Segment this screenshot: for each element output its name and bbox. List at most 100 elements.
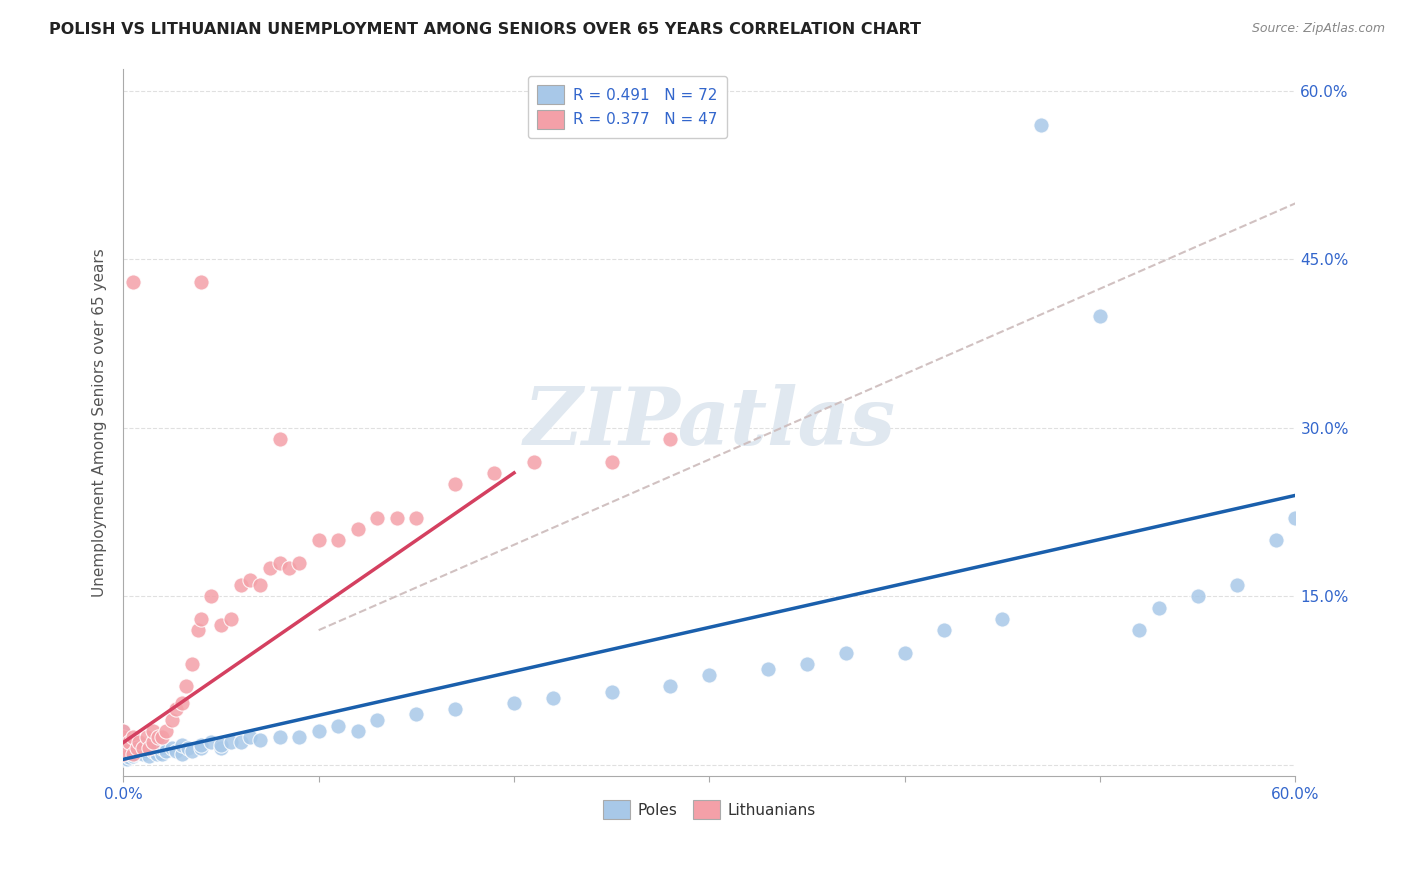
Point (148, 730, 170, 744)
Point (659, 679, 682, 693)
Point (209, 741, 232, 756)
Point (288, 556, 311, 570)
Point (142, 744, 165, 758)
Point (932, 623, 955, 637)
Point (484, 466, 506, 480)
Point (756, 663, 779, 677)
Point (190, 741, 212, 756)
Point (112, 744, 135, 758)
Point (1187, 590, 1209, 604)
Point (239, 573, 262, 587)
Point (165, 744, 187, 758)
Point (138, 741, 160, 756)
Point (122, 747, 145, 761)
Point (328, 533, 350, 548)
Point (132, 741, 155, 756)
Point (122, 744, 145, 758)
Point (112, 741, 135, 756)
Point (991, 612, 1014, 626)
Text: Source: ZipAtlas.com: Source: ZipAtlas.com (1251, 22, 1385, 36)
Point (308, 724, 330, 739)
Point (229, 735, 252, 749)
Point (366, 511, 388, 525)
Point (155, 724, 177, 739)
Point (112, 724, 135, 739)
Point (112, 724, 135, 739)
Point (346, 522, 368, 536)
Point (796, 657, 818, 671)
Point (122, 730, 145, 744)
Point (328, 718, 350, 732)
Point (112, 747, 135, 761)
Point (118, 750, 141, 764)
Point (278, 561, 301, 575)
Point (115, 744, 138, 758)
Point (128, 744, 150, 758)
Point (138, 748, 160, 763)
Point (366, 713, 388, 727)
Point (118, 735, 141, 749)
Point (1128, 623, 1150, 637)
Point (132, 741, 155, 756)
Point (541, 690, 564, 705)
Point (112, 752, 135, 766)
Point (155, 744, 177, 758)
Point (893, 646, 915, 660)
Point (444, 477, 467, 491)
Text: POLISH VS LITHUANIAN UNEMPLOYMENT AMONG SENIORS OVER 65 YEARS CORRELATION CHART: POLISH VS LITHUANIAN UNEMPLOYMENT AMONG … (49, 22, 921, 37)
Point (165, 702, 187, 716)
Point (209, 617, 232, 632)
Point (229, 578, 252, 592)
Point (522, 455, 544, 469)
Point (125, 741, 148, 756)
Point (129, 738, 152, 752)
Point (269, 432, 291, 446)
Point (112, 730, 135, 744)
Point (1147, 600, 1170, 615)
Point (186, 623, 208, 637)
Point (288, 730, 311, 744)
Point (1088, 309, 1111, 323)
Point (190, 738, 212, 752)
Point (239, 730, 262, 744)
Point (135, 730, 157, 744)
Point (405, 707, 427, 722)
Point (112, 750, 135, 764)
Point (190, 612, 212, 626)
Point (160, 741, 183, 756)
Point (160, 713, 183, 727)
Point (122, 748, 145, 763)
Point (249, 733, 271, 747)
Point (124, 747, 146, 761)
Point (142, 738, 165, 752)
Point (308, 533, 330, 548)
Point (219, 612, 242, 626)
Point (150, 747, 173, 761)
Point (200, 735, 222, 749)
Point (444, 702, 467, 716)
Point (170, 747, 193, 761)
Point (120, 747, 142, 761)
Point (600, 455, 623, 469)
Point (269, 556, 291, 570)
Point (503, 696, 526, 710)
Point (170, 696, 193, 710)
Point (174, 679, 197, 693)
Point (135, 744, 157, 758)
Point (259, 561, 281, 575)
Point (1284, 511, 1306, 525)
Point (180, 657, 202, 671)
Point (128, 735, 150, 749)
Point (1264, 533, 1286, 548)
Point (200, 590, 222, 604)
Point (122, 275, 145, 289)
Point (112, 730, 135, 744)
Point (112, 748, 135, 763)
Point (405, 511, 427, 525)
Point (115, 752, 138, 766)
Point (600, 685, 623, 699)
Y-axis label: Unemployment Among Seniors over 65 years: Unemployment Among Seniors over 65 years (93, 248, 107, 597)
Point (209, 738, 232, 752)
Text: ZIPatlas: ZIPatlas (523, 384, 896, 461)
Point (659, 432, 682, 446)
